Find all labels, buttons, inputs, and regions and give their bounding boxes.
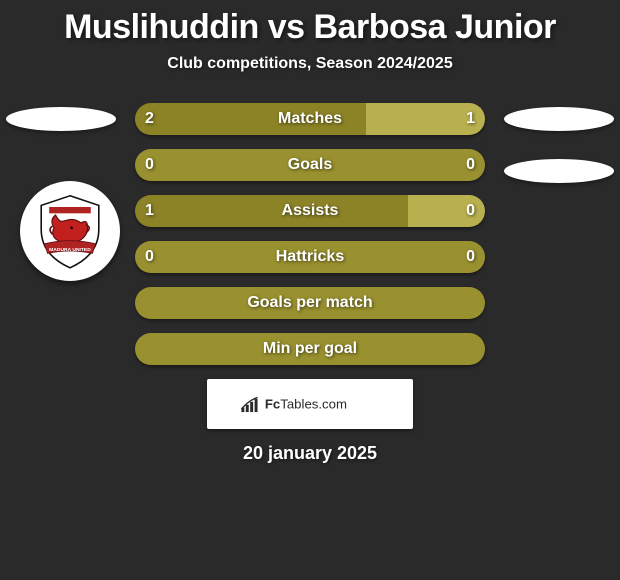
stat-row: Goals0 0 [135,149,485,181]
stat-row: Matches2 1 [135,103,485,135]
stat-value-left: 2 [145,110,154,128]
crest-icon: MADURA UNITED [30,191,110,271]
stat-row: Assists1 0 [135,195,485,227]
stat-value-right: 0 [466,248,475,266]
stat-label: Matches [135,110,485,128]
stat-row: Min per goal [135,333,485,365]
stat-value-left: 0 [145,156,154,174]
left-player-crest: MADURA UNITED [20,181,120,281]
stat-label: Min per goal [135,340,485,358]
stat-row: Hattricks0 0 [135,241,485,273]
player-left-placeholder [6,107,116,131]
page-title: Muslihuddin vs Barbosa Junior [0,0,620,47]
stat-row: Goals per match [135,287,485,319]
fctables-logo: FcTables.com [237,393,384,415]
svg-text:FcTables.com: FcTables.com [265,396,347,411]
stat-value-right: 0 [466,202,475,220]
footer-brand-box: FcTables.com [207,379,413,429]
footer-date: 20 january 2025 [0,443,620,464]
stat-value-left: 0 [145,248,154,266]
stat-label: Goals per match [135,294,485,312]
stat-label: Goals [135,156,485,174]
player-right-placeholder-bottom [504,159,614,183]
stat-value-right: 0 [466,156,475,174]
player-right-placeholder-top [504,107,614,131]
stat-label: Hattricks [135,248,485,266]
stat-value-right: 1 [466,110,475,128]
stat-label: Assists [135,202,485,220]
crest-banner-text: MADURA UNITED [49,247,91,253]
subtitle: Club competitions, Season 2024/2025 [0,55,620,73]
stat-value-left: 1 [145,202,154,220]
stat-rows: Matches21Goals00Assists10Hattricks00Goal… [135,103,485,365]
comparison-panel: MADURA UNITED Matches21Goals00Assists10H… [0,103,620,464]
